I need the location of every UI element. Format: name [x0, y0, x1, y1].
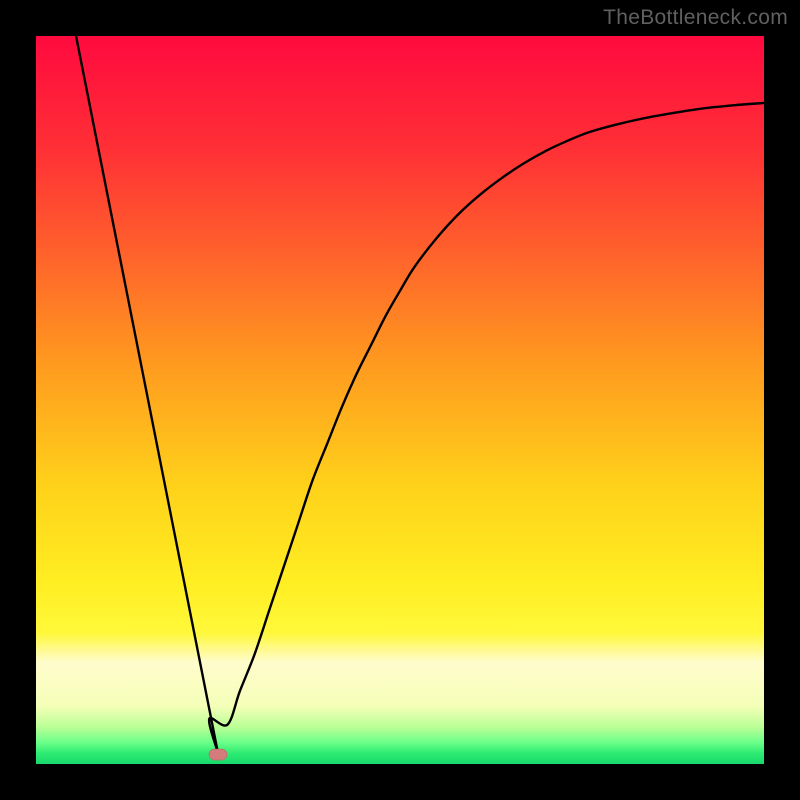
watermark-text: TheBottleneck.com	[603, 6, 788, 30]
curve-layer	[36, 36, 764, 764]
minimum-marker	[209, 749, 227, 760]
plot-area	[36, 36, 764, 764]
bottleneck-curve	[76, 36, 764, 753]
